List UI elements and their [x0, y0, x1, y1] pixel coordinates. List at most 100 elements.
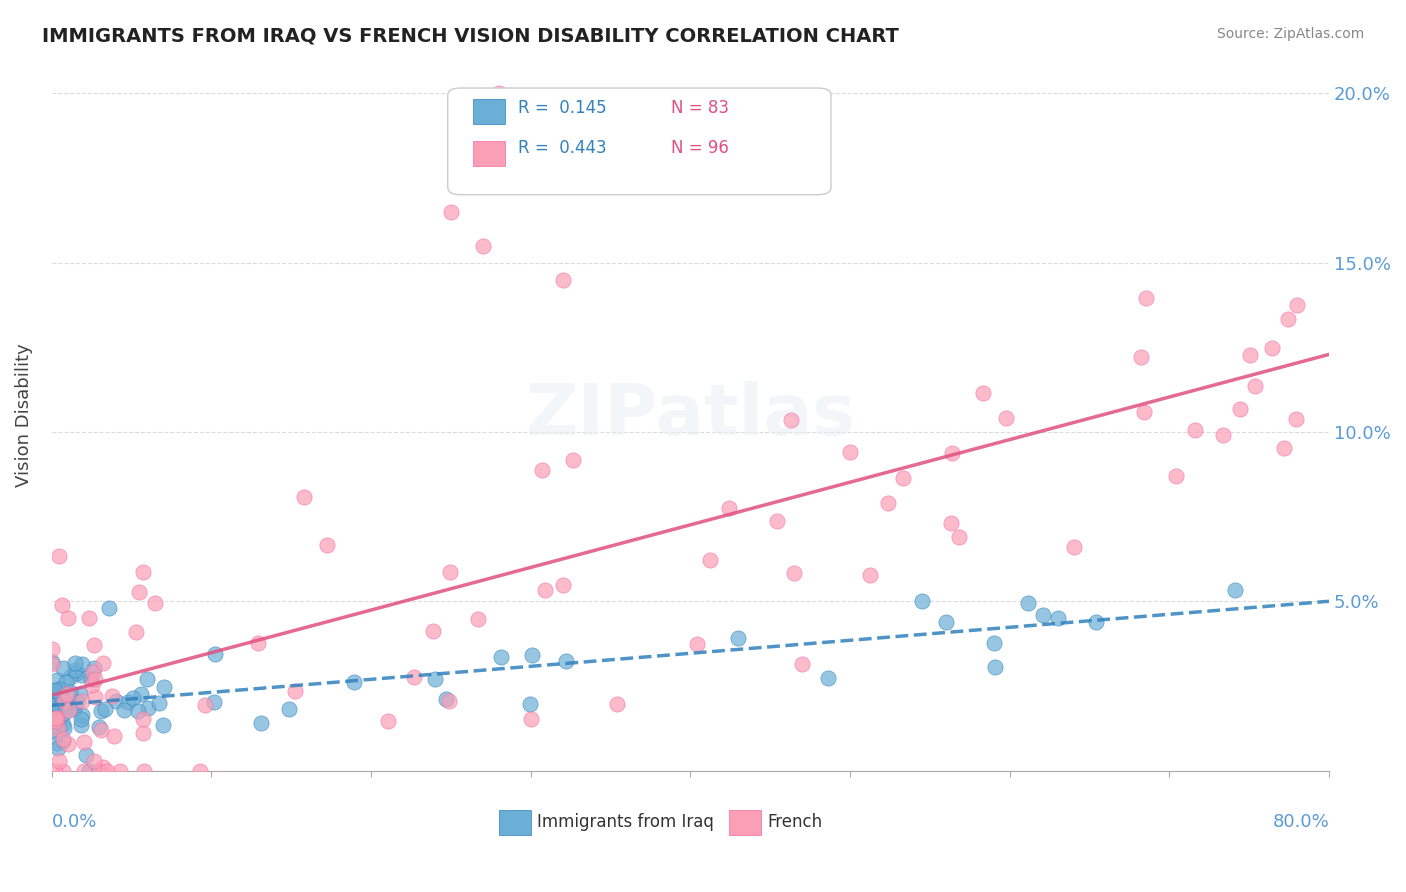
- Point: [194, 698, 217, 712]
- Point: [44, 764, 66, 778]
- Point: [72, 735, 94, 749]
- Point: [45, 706, 67, 721]
- Point: [148, 696, 170, 710]
- Point: [55, 699, 77, 714]
- Point: [41, 657, 63, 671]
- Point: [58, 703, 80, 717]
- Point: [42, 723, 65, 738]
- Point: [1284, 412, 1306, 426]
- Text: N = 83: N = 83: [671, 99, 730, 117]
- Point: [377, 714, 399, 728]
- Point: [46, 722, 69, 736]
- Point: [132, 764, 155, 778]
- Point: [65, 666, 87, 681]
- Text: R =  0.145: R = 0.145: [517, 99, 606, 117]
- Point: [131, 726, 153, 740]
- Point: [402, 670, 425, 684]
- Text: French: French: [768, 814, 823, 831]
- Point: [555, 654, 578, 668]
- Point: [46, 688, 69, 702]
- Point: [127, 704, 149, 718]
- Bar: [474, 141, 505, 166]
- Point: [46, 690, 69, 705]
- Point: [97, 601, 120, 615]
- Point: [891, 471, 914, 485]
- Point: [124, 624, 146, 639]
- Text: N = 96: N = 96: [671, 139, 730, 158]
- Point: [686, 637, 709, 651]
- Point: [939, 516, 962, 530]
- Point: [83, 690, 105, 704]
- Point: [859, 567, 882, 582]
- Text: ZIPatlas: ZIPatlas: [526, 381, 855, 450]
- Point: [520, 712, 543, 726]
- Point: [51, 731, 73, 746]
- Point: [90, 723, 112, 737]
- Point: [55, 674, 77, 689]
- Point: [63, 663, 86, 677]
- Point: [1130, 350, 1153, 364]
- Point: [46, 740, 69, 755]
- Point: [422, 624, 444, 639]
- Point: [941, 446, 963, 460]
- Point: [1032, 607, 1054, 622]
- Point: [434, 691, 457, 706]
- Point: [104, 694, 127, 708]
- Point: [69, 712, 91, 726]
- Point: [117, 696, 139, 710]
- Point: [128, 585, 150, 599]
- Point: [42, 683, 65, 698]
- Text: 0.0%: 0.0%: [52, 814, 97, 831]
- Point: [152, 718, 174, 732]
- Point: [204, 648, 226, 662]
- Point: [152, 680, 174, 694]
- Point: [1261, 341, 1284, 355]
- Point: [46, 673, 69, 687]
- Point: [135, 672, 157, 686]
- Point: [471, 239, 494, 253]
- Point: [87, 764, 110, 778]
- Point: [1286, 297, 1309, 311]
- Text: R =  0.443: R = 0.443: [517, 139, 606, 158]
- FancyBboxPatch shape: [447, 88, 831, 194]
- Point: [70, 708, 93, 723]
- Point: [1223, 582, 1246, 597]
- Point: [41, 656, 63, 670]
- Point: [93, 702, 115, 716]
- Point: [48, 549, 70, 564]
- Point: [817, 671, 839, 685]
- Y-axis label: Vision Disability: Vision Disability: [15, 343, 32, 487]
- Point: [75, 748, 97, 763]
- Point: [188, 764, 211, 778]
- Point: [1017, 596, 1039, 610]
- Point: [51, 598, 73, 612]
- Point: [423, 672, 446, 686]
- Point: [132, 565, 155, 579]
- Point: [42, 711, 65, 725]
- Point: [935, 615, 957, 630]
- Point: [122, 690, 145, 705]
- Point: [44, 704, 66, 718]
- Point: [292, 490, 315, 504]
- Point: [439, 565, 461, 579]
- Point: [45, 711, 67, 725]
- Point: [45, 736, 67, 750]
- Point: [488, 87, 510, 101]
- Point: [1239, 348, 1261, 362]
- Point: [1135, 292, 1157, 306]
- Point: [440, 205, 463, 219]
- Point: [699, 552, 721, 566]
- Point: [69, 687, 91, 701]
- Point: [1085, 615, 1108, 629]
- Point: [284, 684, 307, 698]
- Point: [83, 661, 105, 675]
- Point: [143, 596, 166, 610]
- Point: [52, 695, 75, 709]
- Point: [82, 665, 104, 680]
- Point: [52, 764, 75, 778]
- Point: [70, 694, 93, 708]
- Point: [202, 695, 225, 709]
- Point: [60, 700, 83, 714]
- Point: [491, 650, 513, 665]
- Point: [45, 714, 67, 729]
